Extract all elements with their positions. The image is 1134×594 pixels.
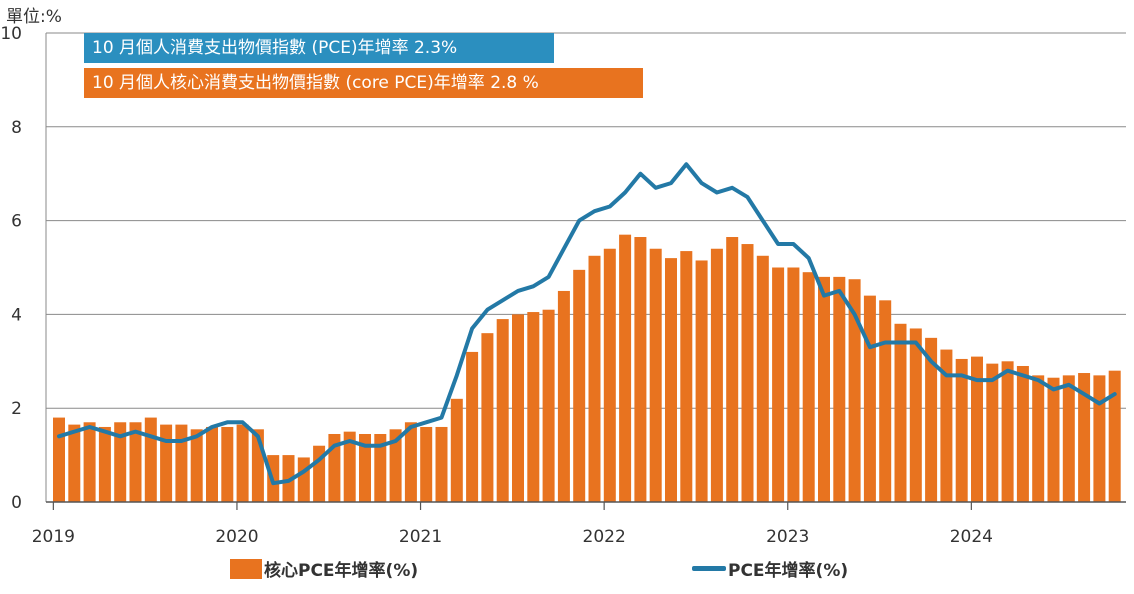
core-pce-bar [971, 356, 983, 502]
legend-line-swatch [692, 566, 726, 571]
core-pce-bar [389, 429, 402, 502]
core-pce-bar [144, 417, 157, 502]
core-pce-bar [496, 319, 509, 502]
core-pce-bar [221, 426, 234, 502]
core-pce-bar [955, 358, 968, 502]
x-tick-label: 2020 [215, 527, 258, 547]
core-pce-bar [986, 363, 999, 502]
core-pce-bar [404, 422, 417, 502]
x-tick-label: 2023 [766, 527, 809, 547]
core-pce-bar [756, 255, 769, 502]
core-pce-bar [190, 429, 203, 502]
core-pce-bar [1001, 361, 1014, 502]
core-pce-bar [940, 349, 953, 502]
core-pce-bar [879, 300, 892, 502]
core-pce-bar [726, 237, 739, 502]
y-tick-label: 4 [11, 305, 22, 325]
core-pce-bar [98, 426, 111, 502]
x-axis: 2019 2020 2021 2022 2023 2024 [32, 501, 1126, 547]
core-pce-bar [802, 272, 815, 502]
core-pce-bar [374, 433, 387, 502]
core-pce-bar [557, 290, 570, 502]
core-pce-bar [297, 457, 310, 502]
core-pce-bar [710, 248, 723, 502]
core-pce-bars [53, 234, 1121, 503]
core-pce-bar [1062, 375, 1075, 502]
core-pce-bar [236, 424, 249, 502]
core-pce-bar [619, 234, 632, 503]
core-pce-bar [542, 309, 555, 502]
y-tick-label: 8 [11, 118, 22, 138]
core-pce-bar [588, 255, 601, 502]
core-pce-headline-banner: 10 月個人核心消費支出物價指數 (core PCE)年增率 2.8 % [84, 68, 643, 98]
core-pce-bar [909, 328, 922, 502]
core-pce-bar [1047, 377, 1060, 502]
core-pce-bar [68, 424, 81, 502]
legend-item-core-pce: 核心PCE年增率(%) [230, 556, 418, 581]
core-pce-bar [603, 248, 616, 502]
core-pce-bar [1032, 375, 1045, 502]
core-pce-bar [925, 337, 938, 502]
y-tick-label: 6 [11, 212, 22, 232]
core-pce-bar [634, 237, 647, 502]
core-pce-bar [863, 295, 876, 502]
core-pce-bar [282, 455, 295, 502]
core-pce-bar [160, 424, 173, 502]
core-pce-bar [435, 426, 448, 502]
core-pce-bar [1093, 375, 1106, 502]
legend-bar-swatch [230, 558, 262, 579]
y-axis-ticks: 0 2 4 6 8 10 [0, 24, 22, 513]
core-pce-bar [175, 424, 188, 502]
core-pce-bar [527, 312, 540, 502]
legend-item-pce: PCE年增率(%) [692, 556, 848, 581]
core-pce-bar [114, 422, 127, 502]
core-pce-bar [83, 422, 96, 502]
core-pce-bar [129, 422, 142, 502]
pce-line [57, 162, 1117, 486]
core-pce-bar [680, 251, 693, 502]
legend-bar-label: 核心PCE年增率(%) [264, 561, 419, 581]
core-pce-bar [1108, 370, 1121, 502]
core-pce-bar [833, 276, 846, 502]
core-pce-bar [665, 258, 677, 502]
legend-line-label: PCE年增率(%) [728, 561, 849, 581]
y-tick-label: 10 [0, 24, 22, 44]
core-pce-bar [1016, 365, 1029, 502]
core-pce-bar [741, 244, 754, 503]
core-pce-bar [649, 248, 662, 502]
core-pce-bar [787, 267, 800, 502]
pce-headline-banner: 10 月個人消費支出物價指數 (PCE)年增率 2.3% [84, 33, 554, 63]
x-tick-label: 2022 [583, 527, 626, 547]
y-tick-label: 2 [11, 399, 22, 419]
core-pce-bar [894, 323, 907, 502]
x-tick-label: 2024 [950, 527, 993, 547]
unit-label: 單位:% [6, 7, 62, 27]
core-pce-bar [466, 351, 479, 502]
core-pce-bar [818, 276, 830, 502]
core-pce-bar [206, 426, 218, 502]
pce-line-group [57, 162, 1117, 486]
core-pce-bar [420, 426, 433, 502]
y-tick-label: 0 [11, 493, 22, 513]
core-pce-bar [343, 431, 356, 502]
core-pce-bar [573, 269, 586, 502]
core-pce-bar [848, 279, 861, 502]
core-pce-bar [359, 433, 371, 502]
x-tick-label: 2021 [399, 527, 442, 547]
x-tick-label: 2019 [32, 527, 75, 547]
core-pce-bar [512, 314, 524, 502]
core-pce-bar [1078, 373, 1091, 502]
core-pce-bar [53, 417, 65, 502]
core-pce-bar [772, 267, 785, 502]
core-pce-bar [450, 398, 463, 502]
core-pce-bar [481, 333, 494, 502]
core-pce-bar [695, 260, 708, 502]
